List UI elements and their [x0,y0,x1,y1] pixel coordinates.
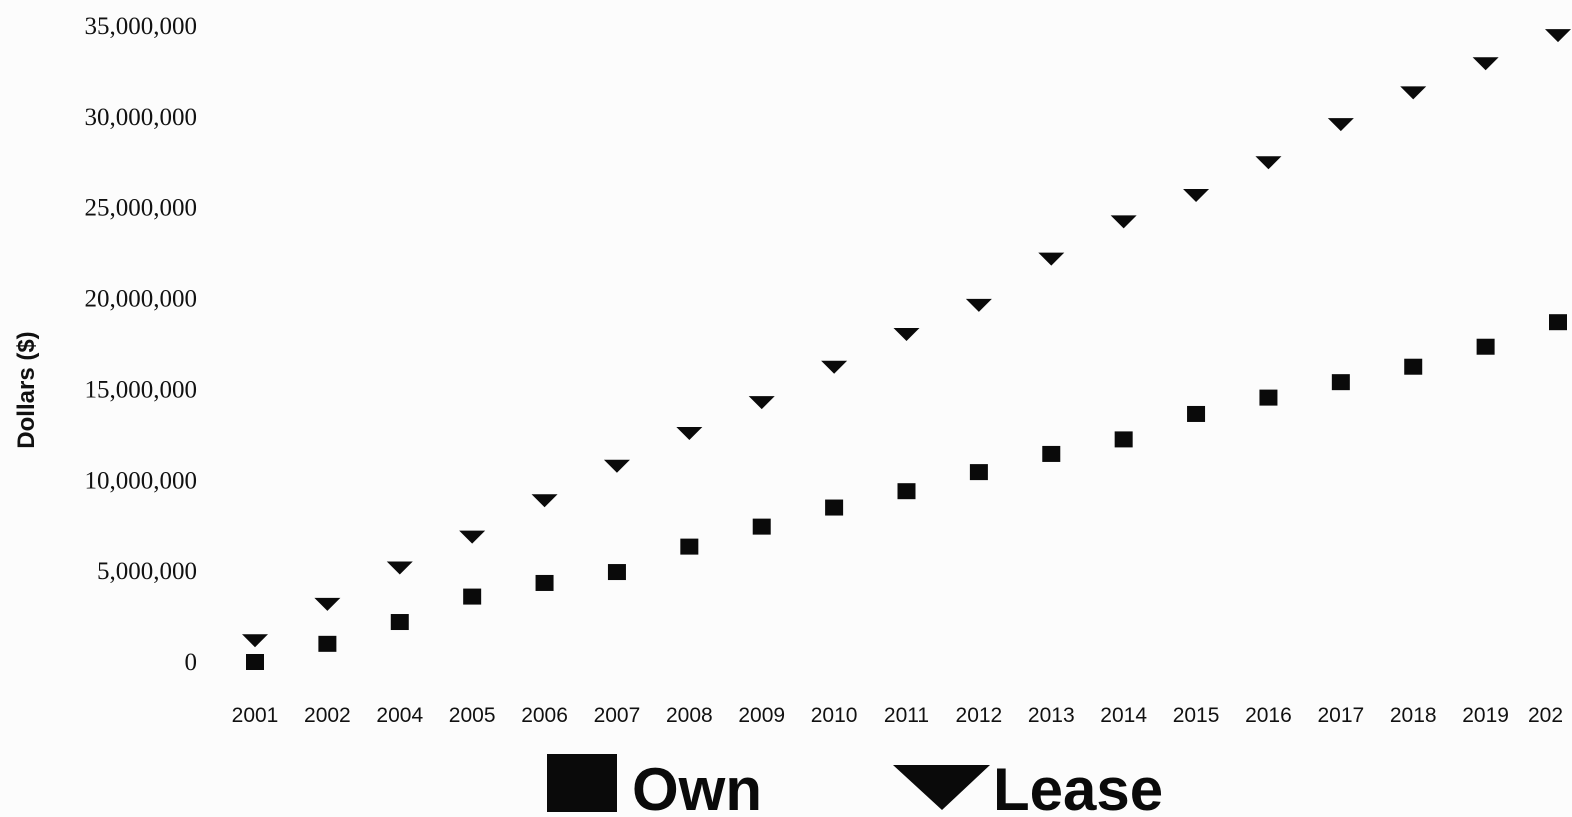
y-tick-label: 20,000,000 [85,286,198,313]
lease-point [1110,215,1137,229]
y-axis-label: Dollars ($) [13,331,40,448]
lease-point [386,561,413,575]
own-point [1549,314,1567,331]
lease-point [893,328,920,342]
lease-point [1183,188,1210,202]
x-tick-label: 2016 [1245,704,1292,727]
legend-item-lease: Lease [893,756,1163,817]
lease-point [1255,156,1282,170]
legend-label-lease: Lease [993,756,1163,817]
legend-item-own: Own [547,754,762,817]
x-tick-label: 2009 [738,704,785,727]
x-tick-label: 2002 [304,704,351,727]
x-tick-label: 2007 [594,704,641,727]
x-tick-label: 2013 [1028,704,1075,727]
y-tick-label: 35,000,000 [85,13,198,40]
x-tick-label: 2015 [1173,704,1220,727]
y-tick-label: 30,000,000 [85,104,198,131]
x-tick-label: 2001 [232,704,279,727]
lease-point [1400,86,1427,100]
own-point [246,654,264,670]
y-tick-label: 0 [185,649,198,676]
lease-point [676,427,703,441]
legend-triangle-marker [893,765,990,810]
lease-point [459,530,486,544]
own-point [1331,374,1350,391]
x-tick-label: 2019 [1462,704,1509,727]
own-point [535,574,554,591]
own-point [1187,405,1206,422]
y-tick-label: 10,000,000 [85,467,198,494]
legend: Own Lease [547,754,1163,817]
lease-point [1327,118,1354,132]
own-point [1404,358,1423,375]
own-point [1042,445,1061,462]
x-tick-label: 2011 [884,704,929,727]
lease-point [1545,29,1571,43]
x-tick-label: 2005 [449,704,496,727]
x-tick-label: 2012 [956,704,1003,727]
y-tick-label: 5,000,000 [97,558,197,585]
legend-label-own: Own [632,756,762,817]
own-point [463,588,482,605]
own-point [390,614,409,631]
y-axis-ticks: 0 5,000,000 10,000,000 15,000,000 20,000,000… [85,13,198,676]
own-point [1259,389,1278,406]
legend-square-marker [547,754,617,812]
x-tick-label: 2006 [521,704,568,727]
lease-point [531,494,558,508]
x-tick-label: 2004 [376,704,423,727]
own-point [897,483,916,500]
lease-point [1038,252,1065,266]
x-tick-label: 2010 [811,704,858,727]
lease-point [748,396,775,410]
lease-point [314,597,341,611]
own-point [607,564,626,581]
own-point [1476,338,1495,355]
y-tick-label: 15,000,000 [85,376,198,403]
lease-point [965,298,992,312]
lease-point [603,459,630,473]
lease-point [1472,57,1499,71]
own-point [1114,431,1133,448]
x-tick-label: 2017 [1317,704,1364,727]
x-tick-label: 2008 [666,704,713,727]
x-tick-label: 2014 [1100,704,1147,727]
own-point [752,518,771,535]
x-axis-ticks: 2001 2002 2004 2005 2006 2007 2008 2009 2010 2011… [232,704,1563,727]
own-point [318,635,337,652]
y-tick-label: 25,000,000 [85,195,198,222]
plot-area [242,29,1571,670]
x-tick-label: 202 [1528,704,1563,727]
own-point [825,499,844,516]
lease-point [821,360,848,374]
own-point [969,464,988,481]
lease-point [242,634,268,648]
x-tick-label: 2018 [1390,704,1437,727]
own-point [680,538,699,555]
